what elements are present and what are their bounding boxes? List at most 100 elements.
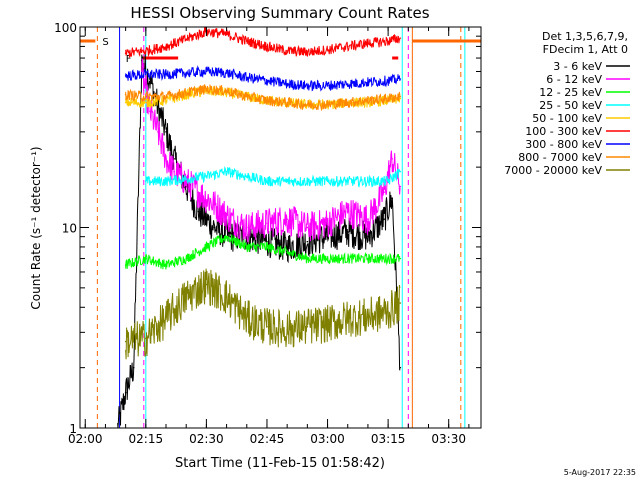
saa-flag-label: S — [102, 37, 108, 48]
x-tick-label-2: 02:30 — [189, 432, 224, 446]
chart-title: HESSI Observing Summary Count Rates — [130, 4, 429, 22]
series-group — [116, 27, 402, 428]
data-point-7-3 — [185, 91, 188, 94]
series-line-5 — [125, 27, 401, 58]
data-point-5-14 — [399, 37, 402, 39]
data-point-2-4 — [205, 246, 208, 248]
data-point-5-8 — [286, 50, 288, 52]
data-point-6-5 — [225, 72, 228, 74]
data-point-6-3 — [185, 72, 188, 74]
data-point-0-14 — [286, 246, 288, 248]
data-point-8-10 — [326, 323, 329, 325]
data-point-1-1 — [149, 110, 151, 113]
legend-label-5: 100 - 300 keV — [525, 125, 602, 138]
data-point-5-9 — [306, 51, 309, 53]
data-point-2-12 — [367, 257, 369, 260]
data-point-7-0 — [124, 93, 127, 96]
flag-markers: SF — [80, 37, 481, 65]
legend: Det 1,3,5,6,7,9,FDecim 1, Att 0 3 - 6 keV… — [504, 30, 630, 177]
data-point-2-11 — [346, 257, 349, 260]
y-tick-label-1: 10 — [62, 222, 77, 236]
data-point-4-1 — [145, 101, 147, 104]
legend-label-0: 3 - 6 keV — [553, 60, 602, 73]
data-point-1-12 — [306, 226, 309, 229]
data-point-8-8 — [286, 328, 288, 331]
data-point-8-4 — [205, 283, 208, 286]
series-line-3 — [145, 166, 401, 188]
data-point-8-1 — [145, 337, 147, 340]
data-point-2-5 — [225, 235, 228, 238]
legend-label-1: 6 - 12 keV — [546, 73, 602, 86]
data-point-7-5 — [225, 90, 228, 92]
data-point-7-4 — [205, 88, 208, 90]
data-point-1-9 — [245, 226, 248, 229]
legend-header-1: FDecim 1, Att 0 — [543, 43, 628, 56]
data-point-3-0 — [145, 180, 147, 183]
data-point-5-10 — [326, 48, 329, 51]
data-point-0-15 — [306, 240, 309, 243]
data-point-5-12 — [367, 42, 369, 45]
data-point-1-8 — [229, 218, 232, 221]
data-point-5-11 — [346, 45, 349, 48]
data-point-6-0 — [124, 75, 127, 77]
data-point-7-10 — [326, 103, 329, 106]
x-tick-label-6: 03:30 — [431, 432, 466, 446]
data-point-0-6 — [165, 131, 167, 133]
data-point-0-18 — [367, 235, 369, 238]
data-point-1-15 — [367, 218, 369, 221]
data-point-5-3 — [185, 38, 188, 40]
series-line-0 — [117, 54, 401, 428]
data-point-6-13 — [387, 79, 389, 82]
data-point-2-2 — [165, 264, 167, 266]
data-point-8-5 — [225, 296, 228, 298]
data-point-6-4 — [205, 70, 208, 73]
data-point-5-6 — [245, 40, 248, 42]
data-point-2-8 — [286, 251, 288, 254]
data-point-2-14 — [399, 257, 402, 260]
legend-label-2: 12 - 25 keV — [539, 86, 602, 99]
data-point-2-0 — [124, 264, 127, 266]
data-point-7-6 — [245, 95, 248, 98]
data-point-2-10 — [326, 257, 329, 260]
data-point-3-8 — [306, 180, 309, 183]
legend-label-4: 50 - 100 keV — [532, 112, 602, 125]
data-point-8-11 — [346, 318, 349, 320]
data-point-6-10 — [326, 84, 329, 87]
y-tick-label-0: 1 — [69, 422, 77, 436]
data-point-0-20 — [391, 197, 393, 200]
data-point-6-2 — [165, 73, 167, 76]
series-line-1 — [141, 58, 401, 243]
legend-label-8: 7000 - 20000 keV — [504, 164, 602, 177]
data-point-2-9 — [306, 257, 309, 260]
data-point-1-17 — [391, 158, 393, 160]
y-axis-label: Count Rate (s⁻¹ detector⁻¹) — [29, 146, 43, 309]
data-point-0-9 — [197, 210, 200, 213]
data-point-2-6 — [245, 246, 248, 248]
data-point-1-13 — [326, 222, 329, 225]
data-point-7-12 — [367, 99, 369, 102]
data-point-8-14 — [399, 302, 402, 304]
x-tick-label-1: 02:15 — [129, 432, 164, 446]
x-tick-label-5: 03:15 — [371, 432, 406, 446]
data-point-3-4 — [225, 170, 228, 173]
series-line-7 — [125, 84, 401, 112]
data-point-0-1 — [124, 391, 127, 394]
data-point-4-14 — [399, 97, 402, 100]
data-point-4-0 — [124, 101, 127, 104]
data-point-7-14 — [399, 95, 402, 98]
series-line-8 — [125, 268, 401, 360]
data-point-0-17 — [346, 231, 349, 233]
x-axis-label: Start Time (11-Feb-15 01:58:42) — [175, 456, 385, 471]
legend-label-7: 800 - 7000 keV — [518, 151, 602, 164]
data-point-5-0 — [124, 52, 127, 55]
data-point-8-13 — [387, 310, 389, 313]
data-point-5-13 — [387, 40, 389, 42]
data-point-7-11 — [346, 101, 349, 104]
data-point-1-16 — [383, 191, 385, 193]
x-tick-label-0: 02:00 — [68, 432, 103, 446]
data-point-3-2 — [185, 177, 188, 180]
data-point-6-8 — [286, 83, 288, 85]
data-point-1-14 — [346, 210, 349, 213]
data-point-3-12 — [387, 180, 389, 183]
data-point-1-7 — [213, 203, 216, 206]
